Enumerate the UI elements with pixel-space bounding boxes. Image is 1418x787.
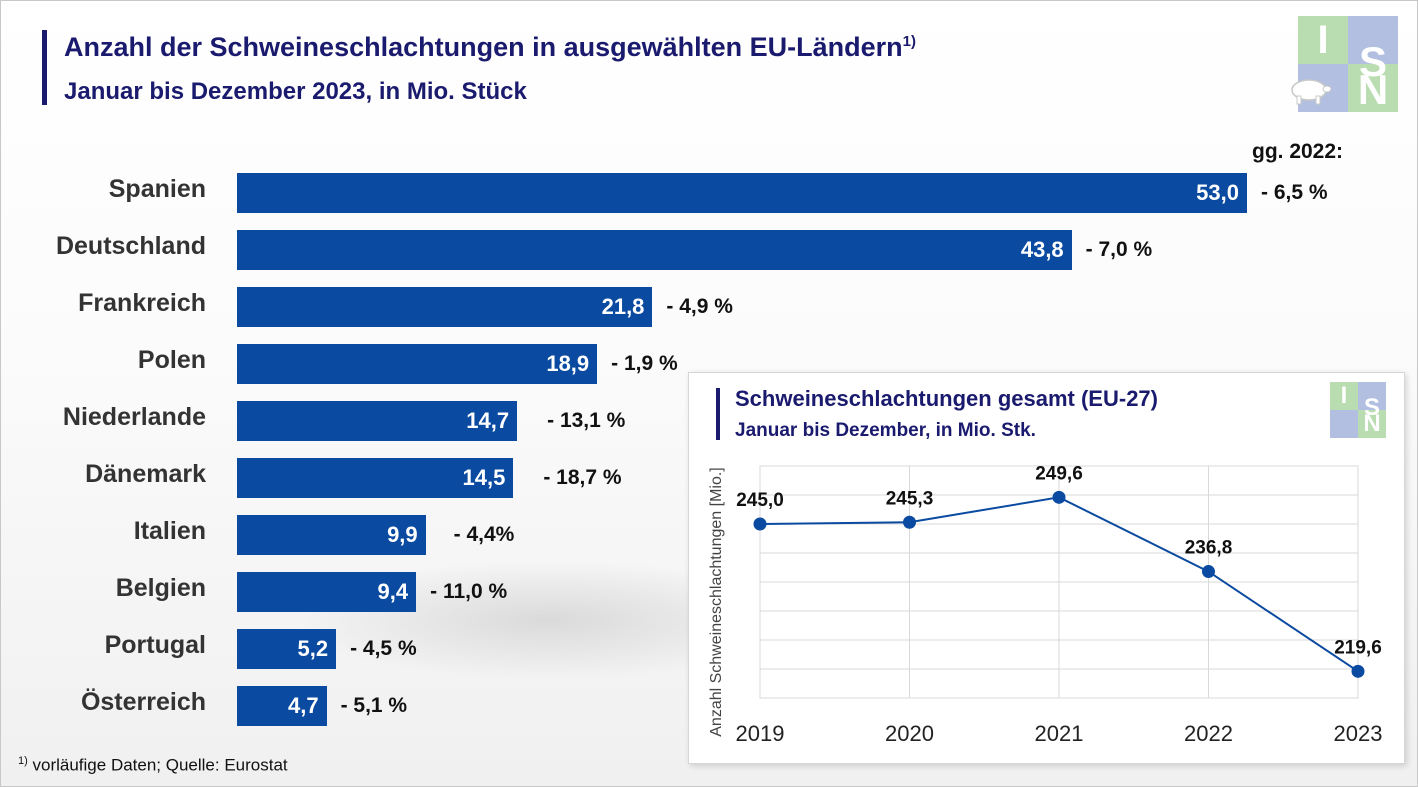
change-header: gg. 2022: xyxy=(1252,140,1344,163)
bar-value-label: 9,9 xyxy=(387,522,418,547)
bar-value-label: 5,2 xyxy=(297,636,329,661)
x-tick-label: 2023 xyxy=(1334,721,1383,746)
x-tick-label: 2019 xyxy=(736,721,785,746)
category-label: Dänemark xyxy=(85,460,206,488)
data-label: 245,3 xyxy=(886,488,934,509)
bar-value-label: 21,8 xyxy=(601,294,645,319)
data-point xyxy=(753,517,767,531)
category-label: Niederlande xyxy=(62,403,206,431)
change-label: - 7,0 % xyxy=(1085,238,1153,261)
change-label: - 4,9 % xyxy=(666,295,733,318)
data-point xyxy=(1052,490,1066,504)
logo-letter-i: I xyxy=(1340,382,1348,409)
bar xyxy=(237,629,337,669)
category-label: Spanien xyxy=(108,175,206,203)
inset-accent-bar xyxy=(716,388,720,440)
bar-value-label: 53,0 xyxy=(1196,180,1239,205)
x-tick-label: 2022 xyxy=(1184,721,1233,746)
bar-value-label: 43,8 xyxy=(1020,237,1064,262)
category-label: Österreich xyxy=(80,688,206,716)
y-axis-label: Anzahl Schweineschlachtungen [Mio.] xyxy=(708,467,725,737)
bar xyxy=(237,287,653,327)
pig-icon xyxy=(1291,79,1332,105)
title-accent-bar xyxy=(42,30,47,105)
data-point xyxy=(903,515,916,529)
bar xyxy=(237,173,1247,213)
bar-value-label: 4,7 xyxy=(287,693,319,718)
bar xyxy=(237,515,426,555)
category-label: Portugal xyxy=(104,631,206,659)
bar xyxy=(237,458,514,498)
change-label: - 5,1 % xyxy=(340,694,408,717)
category-label: Belgien xyxy=(115,574,206,602)
inset-subtitle: Januar bis Dezember, in Mio. Stk. xyxy=(735,420,1036,441)
bar xyxy=(237,230,1072,270)
footnote: 1) vorläufige Daten; Quelle: Eurostat xyxy=(18,755,288,775)
bar xyxy=(237,572,417,612)
chart-subtitle: Januar bis Dezember 2023, in Mio. Stück xyxy=(64,78,527,105)
bar-value-label: 14,7 xyxy=(466,408,510,433)
change-label: - 13,1 % xyxy=(547,409,626,432)
change-label: - 4,5 % xyxy=(350,637,417,660)
logo-letter-i: I xyxy=(1317,18,1329,62)
bar xyxy=(237,686,327,726)
chart-title: Anzahl der Schweineschlachtungen in ausg… xyxy=(64,32,916,62)
category-label: Italien xyxy=(133,517,206,545)
data-point xyxy=(1202,565,1215,579)
bar-value-label: 18,9 xyxy=(546,351,590,376)
isn-logo-small: I S N xyxy=(1330,382,1386,438)
x-tick-label: 2021 xyxy=(1035,721,1084,746)
bar-value-label: 9,4 xyxy=(377,579,409,604)
bar xyxy=(237,401,518,441)
category-label: Polen xyxy=(137,346,206,374)
x-tick-label: 2020 xyxy=(885,721,934,746)
data-label: 249,6 xyxy=(1035,463,1083,484)
change-label: - 11,0 % xyxy=(430,580,508,603)
logo-letter-s: S xyxy=(1363,394,1380,421)
data-label: 219,6 xyxy=(1334,637,1382,658)
line-chart: 245,0 2019 245,3 2020 249,6 2021 236,8 2022 219,… xyxy=(708,463,1383,746)
logo-letter-s: S xyxy=(1358,38,1387,85)
change-label: - 1,9 % xyxy=(611,352,678,375)
logo-letter-n: N xyxy=(1363,410,1381,437)
bar-value-label: 14,5 xyxy=(462,465,506,490)
change-label: - 6,5 % xyxy=(1261,181,1328,204)
data-label: 236,8 xyxy=(1185,538,1233,559)
isn-logo: I S N xyxy=(1291,16,1398,113)
bar xyxy=(237,344,598,384)
data-label: 245,0 xyxy=(736,490,784,511)
category-label: Deutschland xyxy=(55,232,206,260)
change-label: - 4,4% xyxy=(453,523,515,546)
data-point xyxy=(1351,664,1365,678)
logo-letter-n: N xyxy=(1357,66,1389,113)
change-label: - 18,7 % xyxy=(543,466,622,489)
category-label: Frankreich xyxy=(78,289,206,317)
inset-title: Schweineschlachtungen gesamt (EU-27) xyxy=(735,386,1158,411)
